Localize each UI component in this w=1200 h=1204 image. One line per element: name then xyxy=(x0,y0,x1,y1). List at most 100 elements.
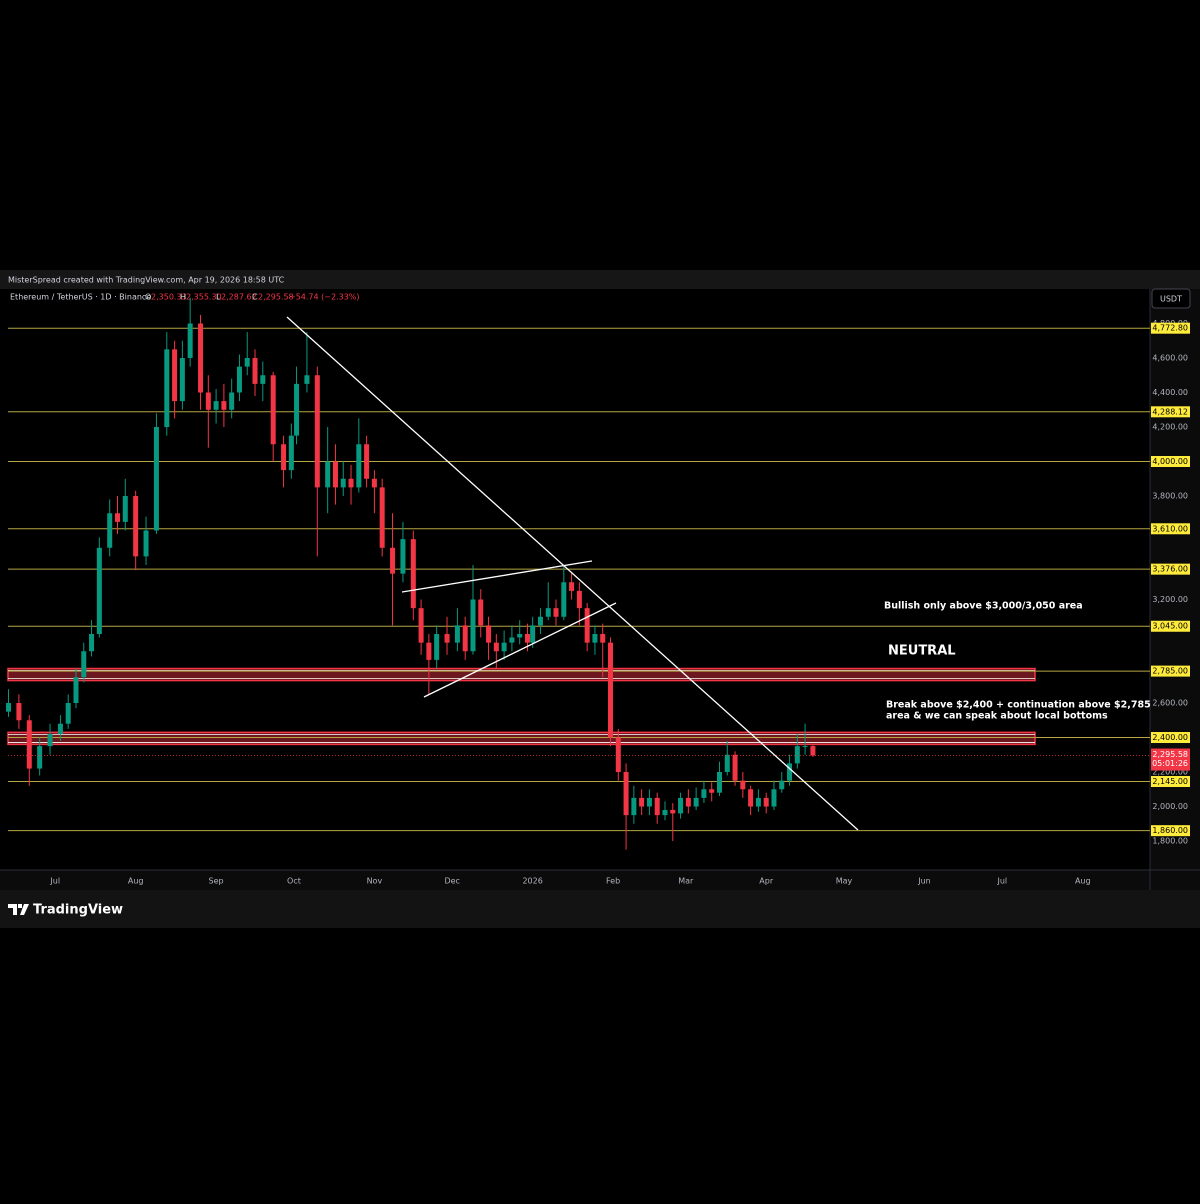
candle-body xyxy=(545,608,551,617)
candle-body xyxy=(81,651,87,678)
candle-body xyxy=(802,746,808,748)
candle-body xyxy=(639,797,645,807)
candle-body xyxy=(600,634,606,643)
candle-body xyxy=(654,797,660,816)
level-label: 3,610.00 xyxy=(1152,524,1188,533)
candle-body xyxy=(236,366,242,393)
candle-body xyxy=(281,444,287,471)
level-label: 4,288.12 xyxy=(1152,407,1188,416)
candle-body xyxy=(252,358,258,384)
level-tag xyxy=(1151,406,1190,418)
footer-bar xyxy=(0,890,1200,928)
y-tick-label: 3,200.00 xyxy=(1152,595,1188,604)
candle-body xyxy=(779,780,785,790)
y-tick-label: 4,200.00 xyxy=(1152,423,1188,432)
candle-body xyxy=(561,582,567,617)
candle-body xyxy=(493,642,499,652)
price-tag xyxy=(1151,748,1190,771)
legend-change: −54.74 (−2.33%) xyxy=(289,293,360,302)
currency-button[interactable] xyxy=(1151,288,1191,309)
x-tick-label: Dec xyxy=(444,877,459,886)
candle-body xyxy=(662,809,668,816)
candle-body xyxy=(478,599,484,626)
symbol: Ethereum / TetherUS · 1D · Binance xyxy=(10,293,151,302)
currency[interactable]: USDT xyxy=(1160,295,1182,304)
annotation: Break above $2,400 + continuation above … xyxy=(886,700,1151,711)
annotation: area & we can speak about local bottoms xyxy=(886,711,1108,722)
candle-body xyxy=(348,478,354,488)
candle-body xyxy=(530,625,536,643)
candle-body xyxy=(631,797,637,816)
candle-body xyxy=(198,323,204,393)
candle-body xyxy=(400,539,406,574)
candle-body xyxy=(740,780,746,790)
x-tick-label: Aug xyxy=(1075,877,1091,886)
candle-body xyxy=(187,323,193,359)
header-bar xyxy=(0,270,1200,289)
candle-body xyxy=(732,754,738,781)
candle-body xyxy=(748,789,754,807)
price-tag-label: 2,295.58 xyxy=(1152,750,1188,759)
candle-body xyxy=(434,634,440,660)
candle-body xyxy=(379,487,385,548)
candle-body xyxy=(584,608,590,643)
channel-top xyxy=(401,560,593,593)
candle-body xyxy=(340,478,346,488)
candle-body xyxy=(517,634,523,638)
candle-body xyxy=(418,608,424,643)
annotation: Bullish only above $3,000/3,050 area xyxy=(884,601,1083,612)
logo-icon xyxy=(8,904,29,915)
candle-body xyxy=(114,513,120,522)
candle-body xyxy=(304,375,310,384)
candle-body xyxy=(646,797,652,807)
candle-body xyxy=(390,547,396,574)
x-tick-label: May xyxy=(836,877,853,886)
candle-body xyxy=(623,772,629,816)
candle-body xyxy=(501,642,507,652)
level-tag xyxy=(1151,825,1190,837)
y-tick-label: 3,800.00 xyxy=(1152,492,1188,501)
candle-body xyxy=(172,349,178,402)
brand-logo: TradingView xyxy=(8,903,123,918)
candle-body xyxy=(685,797,691,807)
legend-value: 2,350.33 xyxy=(151,293,187,302)
candle-body xyxy=(509,637,515,643)
legend-value: 2,295.58 xyxy=(258,293,294,302)
marks xyxy=(6,297,1150,850)
x-tick-label: Feb xyxy=(606,877,620,886)
candle-body xyxy=(107,513,113,548)
legend-key: O xyxy=(145,293,151,302)
level-tag xyxy=(1151,620,1190,632)
candle-body xyxy=(426,642,432,660)
candle-body xyxy=(576,590,582,609)
candle-body xyxy=(47,734,53,747)
candle-body xyxy=(6,703,12,712)
level-label: 1,860.00 xyxy=(1152,826,1188,835)
zone xyxy=(7,731,1036,746)
x-tick-label: Oct xyxy=(287,877,301,886)
candle-body xyxy=(213,401,219,410)
candle-body xyxy=(16,703,22,721)
y-tick-label: 2,600.00 xyxy=(1152,699,1188,708)
candle-body xyxy=(153,427,159,531)
candle-body xyxy=(755,797,761,807)
y-tick-label: 2,200.00 xyxy=(1152,768,1188,777)
brand: TradingView xyxy=(33,903,123,918)
x-tick-label: Jul xyxy=(996,877,1007,886)
candle-body xyxy=(244,358,250,367)
candle-body xyxy=(332,461,338,488)
x-tick-label: Nov xyxy=(367,877,383,886)
candle-body xyxy=(670,809,676,814)
candle-body xyxy=(371,478,377,488)
x-tick-label: Jul xyxy=(49,877,60,886)
candle-body xyxy=(260,375,266,384)
level-tag xyxy=(1151,665,1190,677)
x-tick-label: Mar xyxy=(678,877,694,886)
candle-body xyxy=(364,444,370,479)
legend-key: C xyxy=(252,293,258,302)
candle-body xyxy=(73,677,79,704)
candle-body xyxy=(537,616,543,626)
candle-body xyxy=(462,625,468,652)
y-tick-label: 4,600.00 xyxy=(1152,354,1188,363)
